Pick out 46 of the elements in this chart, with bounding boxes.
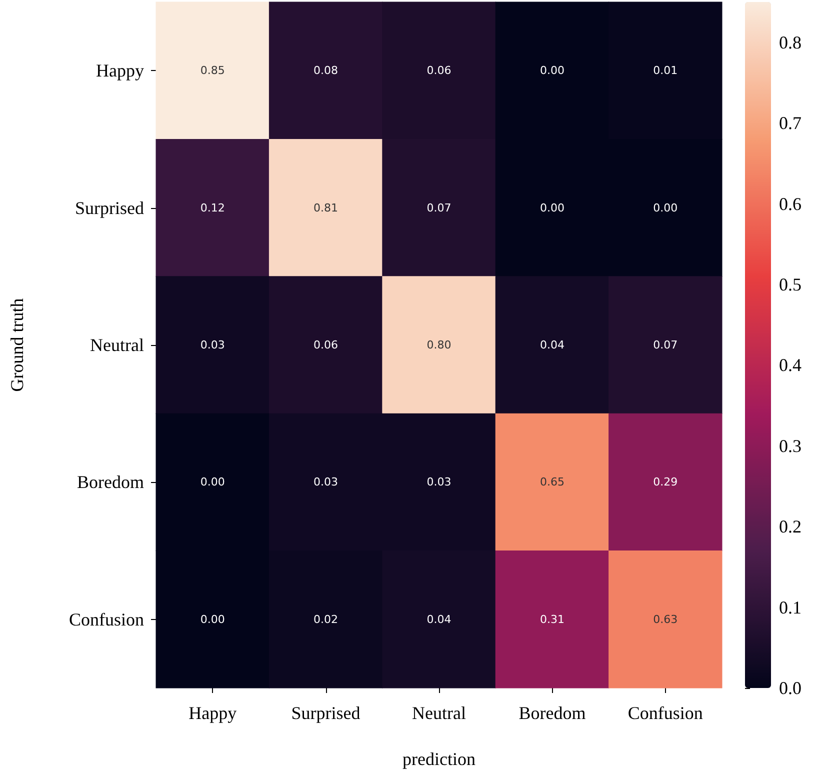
x-axis-title: prediction: [402, 749, 476, 769]
color-bar-label: 0.0: [779, 678, 802, 698]
data-label: 0.65: [540, 476, 564, 489]
data-label: 0.12: [200, 201, 225, 214]
y-tick-label: Neutral: [90, 335, 144, 355]
color-bar-label: 0.7: [779, 113, 802, 134]
color-bar-label: 0.2: [779, 516, 802, 537]
data-label: 0.04: [540, 338, 564, 352]
data-label: 0.06: [426, 64, 452, 78]
y-tick-label: Surprised: [75, 198, 144, 218]
data-label: 0.29: [653, 476, 678, 489]
y-tick-label: Boredom: [77, 472, 144, 492]
data-label: 0.03: [200, 338, 225, 352]
data-label: 0.07: [653, 338, 678, 352]
x-tick-label: Surprised: [291, 703, 360, 723]
y-tick-label: Happy: [96, 60, 144, 81]
data-label: 0.00: [540, 201, 564, 214]
data-label: 0.00: [200, 612, 225, 626]
color-bar-label: 0.4: [779, 355, 802, 376]
y-tick-label: Confusion: [68, 609, 144, 630]
data-label: 0.80: [426, 338, 452, 352]
color-bar-label: 0.5: [779, 274, 802, 294]
data-label: 0.03: [426, 476, 452, 489]
x-tick-label: Boredom: [518, 703, 586, 723]
data-label: 0.00: [540, 64, 564, 78]
color-bar-label: 0.6: [779, 194, 802, 214]
data-label: 0.81: [314, 201, 338, 214]
data-label: 0.02: [314, 612, 338, 626]
data-label: 0.63: [653, 612, 678, 626]
color-bar-label: 0.1: [779, 597, 802, 618]
color-bar-label: 0.3: [779, 436, 802, 456]
data-label: 0.31: [540, 612, 564, 626]
data-label: 0.04: [426, 612, 452, 626]
data-label: 0.03: [314, 476, 338, 489]
y-axis-title: Ground truth: [7, 298, 27, 392]
data-label: 0.00: [200, 476, 225, 489]
data-label: 0.08: [314, 64, 338, 78]
data-label: 0.00: [653, 201, 678, 214]
color-bar-label: 0.8: [779, 32, 802, 52]
data-label: 0.01: [653, 64, 678, 78]
data-label: 0.07: [426, 201, 452, 214]
data-label: 0.06: [314, 338, 338, 352]
x-tick-label: Neutral: [412, 703, 466, 723]
x-tick-label: Confusion: [628, 703, 703, 723]
data-label: 0.85: [200, 64, 225, 78]
x-tick-label: Happy: [188, 703, 237, 723]
